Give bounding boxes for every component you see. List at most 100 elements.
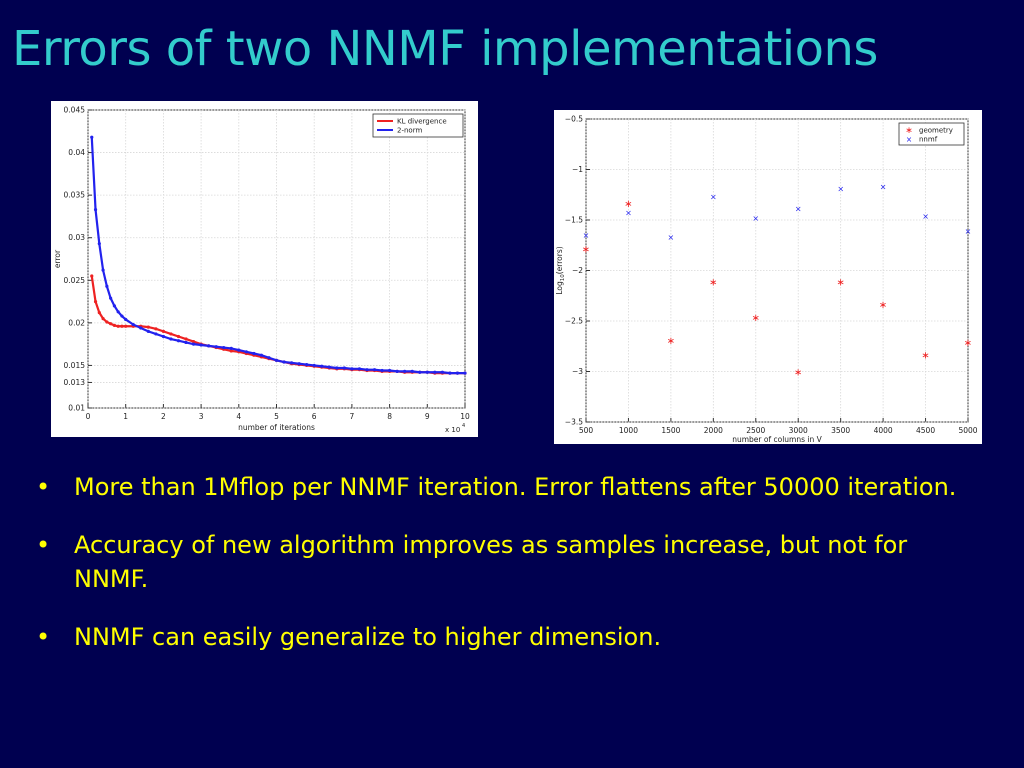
data-point: [176, 334, 181, 339]
data-point: [169, 337, 173, 341]
data-point: ∗: [752, 313, 760, 324]
data-point: [116, 324, 120, 328]
data-point: ∗: [709, 278, 717, 289]
data-point: [112, 304, 116, 308]
y-tick-label: 0.03: [68, 233, 85, 242]
data-point: ×: [583, 231, 590, 240]
y-axis-label-subscript: 10: [560, 274, 566, 281]
x-axis-label: number of columns in V: [732, 435, 822, 444]
x-tick-label: 4: [236, 412, 241, 421]
data-point: ∗: [667, 336, 675, 347]
y-tick-label: −3: [572, 367, 583, 376]
bullet-glyph: •: [36, 531, 51, 559]
bullet-glyph: •: [36, 473, 51, 501]
data-point: [112, 323, 116, 328]
error-vs-iterations-svg: 0 1 2 3 4 5 6 7 8 9 10 0.01 0.013 0.015 0.02 0.025 0.03 0…: [53, 106, 470, 435]
data-point: [105, 320, 109, 324]
data-point: ∗: [582, 244, 590, 255]
data-point: ∗: [624, 199, 632, 210]
x-tick-label: 5000: [958, 426, 977, 435]
data-point: [184, 337, 188, 341]
x-tick-label: 2: [161, 412, 166, 421]
data-point: ∗: [964, 338, 972, 349]
data-point: [327, 365, 331, 369]
legend-marker: ×: [906, 135, 912, 144]
y-tick-label: 0.045: [64, 106, 86, 115]
data-point: ×: [965, 227, 972, 236]
data-point: ×: [837, 184, 844, 193]
x-tick-label: 0: [86, 412, 91, 421]
bullet-list: • More than 1Mflop per NNMF iteration. E…: [36, 470, 986, 678]
y-tick-label: −1: [572, 165, 583, 174]
data-point: [418, 370, 422, 374]
data-point: [161, 334, 165, 339]
x-tick-label: 5: [274, 412, 279, 421]
data-point: [229, 349, 233, 353]
x-tick-label: 4500: [916, 426, 935, 435]
data-point: [120, 314, 124, 318]
data-point: [282, 360, 286, 364]
data-point: [357, 367, 362, 371]
data-point: [297, 362, 301, 366]
legend-label: KL divergence: [397, 118, 447, 126]
data-point: [448, 371, 452, 375]
data-point: [97, 311, 101, 315]
x-tick-label: 10: [460, 412, 470, 421]
x-tick-label: 6: [312, 412, 317, 421]
data-point: [433, 370, 437, 374]
bullet-text: NNMF can easily generalize to higher dim…: [74, 623, 662, 651]
data-point: [380, 368, 384, 373]
data-point: [90, 274, 94, 278]
x-tick-label: 500: [579, 426, 594, 435]
x-axis-label: number of iterations: [238, 423, 315, 432]
data-point: ∗: [879, 300, 887, 311]
y-tick-label: 0.02: [68, 318, 85, 327]
data-point: [267, 356, 271, 360]
data-point: ×: [625, 209, 632, 218]
plot-area: [87, 109, 466, 409]
data-point: [252, 351, 256, 356]
y-tick-label: 0.015: [64, 361, 86, 370]
y-axis-label-main: Log: [555, 281, 564, 295]
x-multiplier-exponent: 4: [462, 423, 465, 429]
log-error-vs-columns-chart: 500 1000 1500 2000 2500 3000 3500 4000 4500 5000 −…: [554, 110, 982, 444]
data-point: [131, 322, 135, 327]
y-tick-label: 0.04: [68, 148, 85, 157]
data-point: ∗: [794, 368, 802, 379]
data-point: [335, 366, 339, 370]
legend-label: nnmf: [919, 136, 938, 144]
data-point: [320, 364, 324, 368]
legend-marker: ∗: [905, 126, 913, 136]
bullet-text: Accuracy of new algorithm improves as sa…: [74, 531, 908, 593]
data-point: [410, 369, 414, 373]
y-tick-label: −2.5: [565, 317, 583, 326]
y-tick-label: 0.025: [64, 276, 86, 285]
x-tick-label: 3: [199, 412, 204, 421]
data-point: [342, 366, 346, 370]
data-point: ∗: [836, 278, 844, 289]
data-point: [101, 317, 105, 321]
data-point: [365, 368, 369, 372]
data-point: [146, 325, 150, 329]
data-point: [244, 350, 248, 354]
x-tick-label: 1: [123, 412, 128, 421]
data-point: ×: [710, 193, 717, 202]
data-point: [154, 332, 158, 336]
y-axis-label: error: [53, 249, 62, 268]
data-point: [184, 340, 188, 345]
data-point: ×: [752, 214, 759, 223]
bullet-item: • More than 1Mflop per NNMF iteration. E…: [36, 470, 986, 504]
data-point: [259, 353, 264, 357]
data-point: [139, 326, 143, 330]
data-point: [191, 339, 196, 344]
data-point: [440, 370, 444, 374]
data-point: [161, 329, 165, 333]
error-vs-iterations-chart: 0 1 2 3 4 5 6 7 8 9 10 0.01 0.013 0.015 0.02 0.025 0.03 0…: [51, 101, 478, 437]
data-point: [120, 324, 124, 328]
data-point: [214, 345, 218, 349]
data-point: ∗: [921, 350, 929, 361]
data-point: [124, 317, 128, 322]
data-point: [124, 324, 128, 328]
data-point: [463, 371, 467, 375]
data-point: ×: [795, 205, 802, 214]
